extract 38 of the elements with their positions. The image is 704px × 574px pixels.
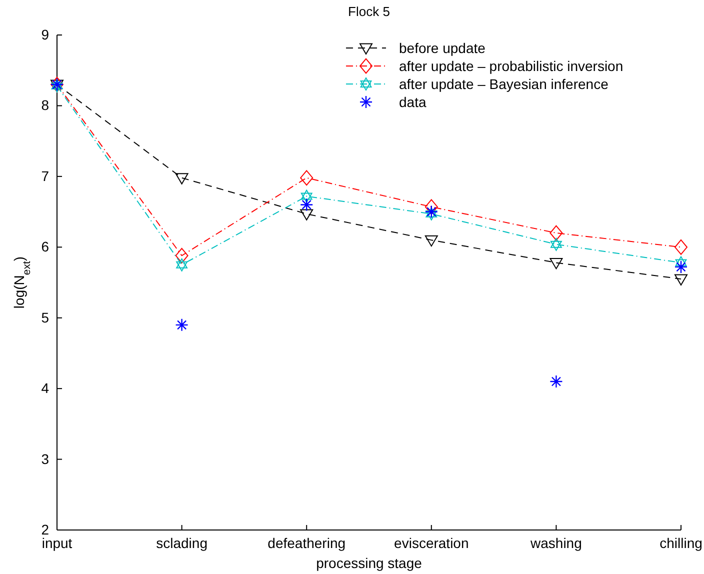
y-tick-label: 7 [41,168,50,184]
point [550,238,562,251]
x-tick-label: washing [530,534,582,551]
point [300,209,314,220]
legend-label: before update [399,40,486,56]
x-axis-title: processing stage [316,555,422,571]
point [175,248,188,264]
point [550,374,563,388]
point [674,260,688,274]
point [424,199,438,215]
x-tick-label: input [42,534,72,551]
point [175,173,188,184]
point [674,274,688,286]
y-tick-label: 4 [41,380,50,396]
legend-label: after update – Bayesian inference [399,76,609,92]
point [550,258,563,270]
legend-label: after update – probabilistic inversion [399,58,624,74]
point [550,225,563,241]
y-tick-label: 8 [41,97,50,114]
y-tick-label: 5 [41,309,50,326]
y-tick-label: 3 [41,450,50,467]
y-tick-label: 6 [41,238,50,255]
point [674,239,688,255]
point [176,258,188,272]
x-tick-label: defeathering [268,534,346,551]
point [424,235,438,247]
point [300,198,314,212]
point [175,318,188,332]
point [300,170,314,186]
y-tick-label: 2 [41,521,50,538]
x-tick-label: chilling [660,534,702,551]
chart-title: Flock 5 [348,4,390,19]
y-tick-label: 9 [41,26,50,42]
legend-label: data [399,94,426,110]
x-tick-label: sclading [156,534,208,551]
x-tick-label: evisceration [394,534,469,551]
point [300,190,312,203]
point [675,256,687,270]
